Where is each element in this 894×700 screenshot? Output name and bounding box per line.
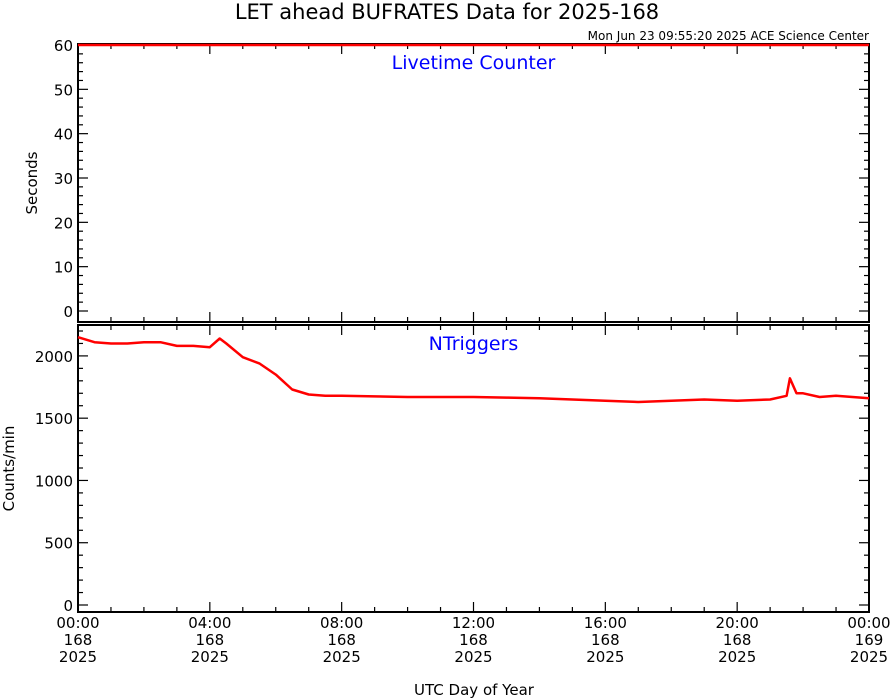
x-axis-label: UTC Day of Year [414,681,535,699]
x-tick-year: 2025 [323,648,361,666]
x-tick-time: 12:00 [452,614,495,632]
y-tick-label: 20 [54,214,73,232]
x-tick-day: 168 [591,631,620,649]
x-tick-time: 00:00 [847,614,890,632]
x-tick-year: 2025 [850,648,888,666]
x-tick-time: 04:00 [188,614,231,632]
x-tick-time: 20:00 [716,614,759,632]
y-tick-label: 500 [44,535,73,553]
y-tick-label: 0 [63,597,73,615]
y-tick-label: 1000 [35,472,73,490]
y-tick-label: 40 [54,126,73,144]
y-tick-label: 10 [54,259,73,277]
y-tick-label: 1500 [35,410,73,428]
x-tick-time: 16:00 [584,614,627,632]
x-tick-year: 2025 [59,648,97,666]
panel-ntriggers: 0 500 1000 1500 2000 Counts/min NTriggers [0,324,870,615]
x-tick-time: 00:00 [56,614,99,632]
x-tick-day: 168 [459,631,488,649]
y-tick-label: 60 [54,37,73,55]
y-tick-label: 0 [63,303,73,321]
panel-frame [77,324,870,613]
x-tick-day: 168 [327,631,356,649]
y-tick-label: 50 [54,81,73,99]
y-axis-label: Counts/min [0,426,18,512]
x-tick-day: 168 [196,631,225,649]
panel-livetime: 0 10 20 30 40 50 60 Seconds Livetime Counter [23,37,870,323]
y-tick-label: 30 [54,170,73,188]
chart-title: LET ahead BUFRATES Data for 2025-168 [235,0,659,24]
x-tick-day: 168 [723,631,752,649]
y-tick-label: 2000 [35,348,73,366]
x-tick-day: 168 [64,631,93,649]
generation-timestamp: Mon Jun 23 09:55:20 2025 ACE Science Cen… [588,29,869,43]
x-tick-year: 2025 [454,648,492,666]
x-tick-year: 2025 [718,648,756,666]
panel-label: NTriggers [429,333,519,355]
x-tick-year: 2025 [191,648,229,666]
x-tick-time: 08:00 [320,614,363,632]
series-line [77,336,870,404]
panel-frame [77,43,870,323]
panel-label: Livetime Counter [392,52,556,74]
y-axis-label: Seconds [23,151,41,214]
x-tick-day: 169 [855,631,884,649]
x-tick-year: 2025 [586,648,624,666]
